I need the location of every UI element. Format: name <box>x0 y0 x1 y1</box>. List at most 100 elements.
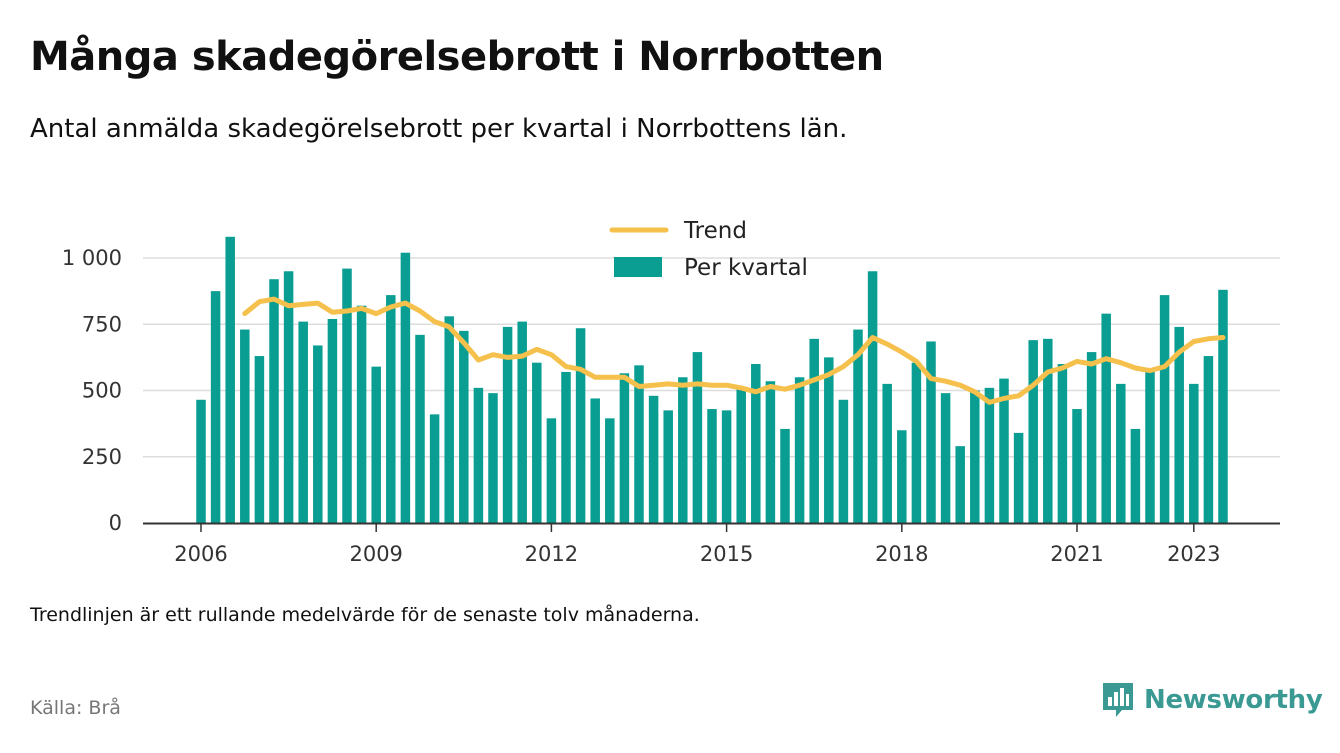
y-tick-label: 250 <box>82 445 122 469</box>
y-tick-label: 750 <box>82 312 122 336</box>
bar <box>283 271 294 523</box>
bar <box>882 383 892 523</box>
bar <box>590 398 600 523</box>
bar <box>1130 428 1141 523</box>
bar <box>736 386 746 523</box>
bar <box>648 395 659 523</box>
bars <box>196 236 1228 524</box>
bar <box>298 321 308 523</box>
bar <box>1203 356 1214 523</box>
bar <box>532 362 542 523</box>
newsworthy-logo[interactable]: Newsworthy <box>1100 680 1323 720</box>
x-tick-label: 2023 <box>1167 542 1220 566</box>
bar <box>473 387 484 523</box>
bar <box>707 409 717 523</box>
bar <box>210 291 221 523</box>
bar <box>400 252 411 523</box>
x-tick-label: 2021 <box>1050 542 1103 566</box>
bar <box>269 279 279 523</box>
bar <box>488 393 498 523</box>
bar <box>794 377 805 523</box>
bar <box>984 387 995 523</box>
bar <box>1189 383 1199 523</box>
bar <box>605 418 615 523</box>
bar <box>1218 289 1228 523</box>
bar <box>634 365 644 523</box>
bar <box>1174 326 1184 523</box>
bar <box>575 328 586 523</box>
x-tick-label: 2012 <box>525 542 578 566</box>
bar <box>313 345 323 523</box>
legend-trend-label: Trend <box>683 218 747 244</box>
chart-title: Många skadegörelsebrott i Norrbotten <box>30 34 884 80</box>
bar <box>911 362 922 523</box>
bar <box>853 329 863 523</box>
chart-subtitle: Antal anmälda skadegörelsebrott per kvar… <box>30 114 848 144</box>
bar <box>356 305 367 523</box>
bar <box>678 377 688 523</box>
x-tick-label: 2009 <box>349 542 402 566</box>
bar <box>751 364 761 523</box>
bar <box>809 338 819 523</box>
bar <box>940 393 951 523</box>
bar <box>196 399 206 523</box>
bar <box>459 330 469 523</box>
trend-line-group <box>242 296 1226 405</box>
bar <box>970 390 980 523</box>
bar <box>1116 383 1126 523</box>
bar <box>663 410 673 523</box>
bar <box>254 356 265 523</box>
bar <box>1072 409 1082 523</box>
bar <box>342 268 352 523</box>
bar <box>824 357 834 523</box>
bar <box>1057 364 1068 523</box>
x-tick-label: 2015 <box>700 542 753 566</box>
bar <box>240 329 250 523</box>
bar <box>1028 340 1038 523</box>
bar <box>1086 352 1097 523</box>
legend-bar-label: Per kvartal <box>684 255 808 281</box>
x-tick-label: 2006 <box>174 542 227 566</box>
x-tick-label: 2018 <box>875 542 928 566</box>
bar <box>999 378 1009 523</box>
y-tick-label: 0 <box>109 511 122 535</box>
y-tick-label: 1 000 <box>62 246 122 270</box>
bar <box>1013 432 1024 523</box>
bar <box>780 428 790 523</box>
bar <box>619 373 630 523</box>
newsworthy-logo-icon <box>1103 683 1133 717</box>
bar <box>1145 369 1155 523</box>
bar <box>838 399 849 523</box>
footnote: Trendlinjen är ett rullande medelvärde f… <box>30 604 700 626</box>
bar <box>867 271 878 523</box>
bar <box>225 236 235 524</box>
bar <box>327 318 338 523</box>
brand-name: Newsworthy <box>1144 685 1323 715</box>
chart: 0 250 500 750 1 000 2006 2009 2012 2015 2018 2021… <box>62 218 1280 566</box>
y-axis-labels: 0 250 500 750 1 000 <box>62 246 122 535</box>
x-axis: 2006 2009 2012 2015 2018 2021 2023 <box>143 522 1280 566</box>
bar <box>429 414 440 523</box>
bar <box>415 334 425 523</box>
bar <box>546 418 557 523</box>
bar <box>371 366 381 523</box>
bar <box>955 446 965 523</box>
bar <box>897 430 907 523</box>
source-text: Källa: Brå <box>30 697 121 719</box>
bar <box>765 381 776 523</box>
y-tick-label: 500 <box>82 379 122 403</box>
bar <box>1043 338 1053 523</box>
bar <box>502 326 513 523</box>
bar <box>721 410 732 523</box>
legend: Trend Per kvartal <box>609 218 808 281</box>
bar <box>1159 295 1170 523</box>
bar <box>517 321 527 523</box>
bar <box>386 295 396 523</box>
bar <box>692 352 703 523</box>
bar <box>926 341 936 523</box>
bar <box>444 316 454 523</box>
bar <box>561 371 571 523</box>
legend-bar-swatch <box>614 257 662 277</box>
bar <box>1101 313 1111 523</box>
trend-line <box>242 296 1226 405</box>
